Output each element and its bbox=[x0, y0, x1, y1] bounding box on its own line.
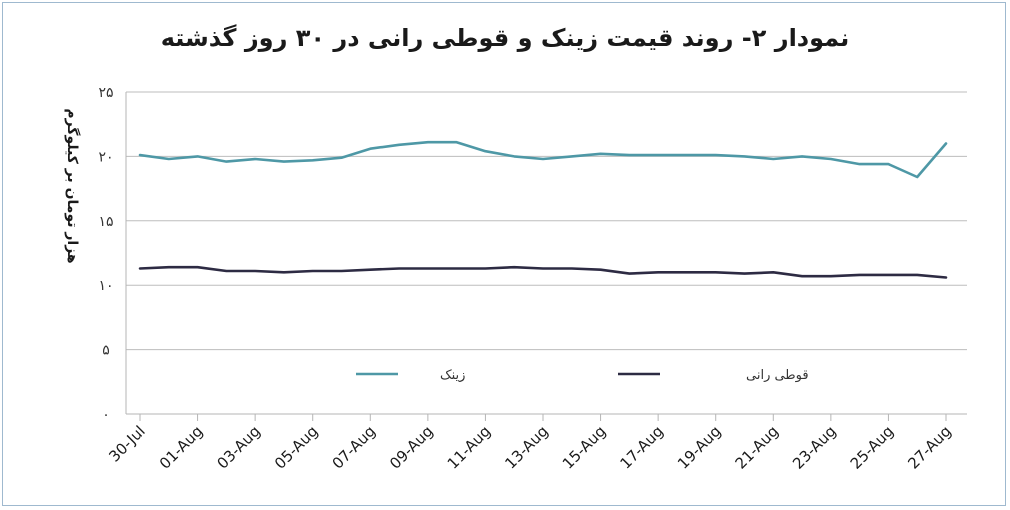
x-tick-label: 15-Aug bbox=[559, 422, 610, 473]
y-tick-label: ۱۰ bbox=[98, 278, 113, 294]
grid-lines bbox=[125, 91, 967, 415]
y-tick-label: ۵ bbox=[102, 343, 110, 359]
legend-label: قوطی رانی bbox=[746, 368, 809, 383]
x-tick-label: 21-Aug bbox=[732, 422, 783, 473]
x-tick-label: 09-Aug bbox=[386, 422, 437, 473]
x-tick-label: 13-Aug bbox=[501, 422, 552, 473]
x-axis-ticks: 30-Jul 01-Aug 03-Aug 05-Aug 07-Aug 09-Aug 11-A… bbox=[105, 414, 955, 473]
series-lines bbox=[138, 140, 948, 279]
y-tick-label: ۱۵ bbox=[98, 214, 113, 230]
x-tick-label: 30-Jul bbox=[105, 422, 148, 465]
x-tick-label: 07-Aug bbox=[329, 422, 380, 473]
y-tick-label: ۰ bbox=[102, 407, 110, 423]
x-tick-label: 17-Aug bbox=[616, 422, 667, 473]
x-tick-label: 25-Aug bbox=[847, 422, 898, 473]
x-tick-label: 03-Aug bbox=[213, 422, 264, 473]
series-line-can bbox=[138, 265, 948, 279]
y-axis-ticks: ۰ ۵ ۱۰ ۱۵ ۲۰ ۲۵ bbox=[98, 85, 113, 423]
x-tick-label: 19-Aug bbox=[674, 422, 725, 473]
x-tick-label: 01-Aug bbox=[156, 422, 207, 473]
y-axis-label: هزار تومان بر کیلوگرم bbox=[64, 108, 81, 263]
y-tick-label: ۲۰ bbox=[98, 149, 113, 165]
y-tick-label: ۲۵ bbox=[98, 85, 113, 101]
legend: زینک قوطی رانی bbox=[356, 368, 809, 383]
x-tick-label: 11-Aug bbox=[444, 422, 495, 473]
series-line-zinc bbox=[138, 140, 948, 179]
x-tick-label: 23-Aug bbox=[789, 422, 840, 473]
x-tick-label: 05-Aug bbox=[271, 422, 322, 473]
chart-title: نمودار ۲- روند قیمت زینک و قوطی رانی در … bbox=[160, 24, 850, 52]
legend-label: زینک bbox=[440, 368, 465, 383]
x-tick-label: 27-Aug bbox=[904, 422, 955, 473]
